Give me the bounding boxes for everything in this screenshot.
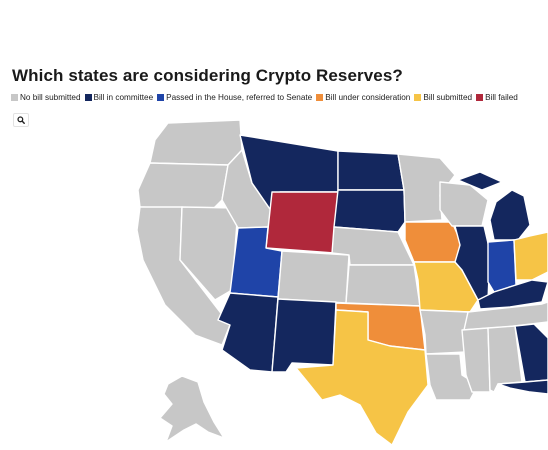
- legend: No bill submitted Bill in committee Pass…: [11, 93, 522, 102]
- state-indiana[interactable]: [487, 239, 517, 293]
- state-michigan[interactable]: [457, 171, 531, 241]
- state-south-dakota[interactable]: [333, 189, 406, 233]
- legend-swatch: [11, 94, 18, 101]
- state-florida[interactable]: [497, 379, 548, 395]
- legend-label: Passed in the House, referred to Senate: [166, 93, 313, 102]
- state-kansas[interactable]: [345, 264, 421, 307]
- state-mississippi[interactable]: [461, 327, 491, 393]
- legend-label: Bill in committee: [93, 93, 154, 102]
- state-texas[interactable]: [295, 309, 429, 446]
- legend-item-failed: Bill failed: [476, 93, 518, 102]
- state-kentucky[interactable]: [477, 279, 548, 310]
- state-alaska[interactable]: [159, 375, 225, 443]
- legend-label: Bill failed: [485, 93, 518, 102]
- legend-item-no-bill: No bill submitted: [11, 93, 81, 102]
- state-new-mexico[interactable]: [271, 298, 337, 373]
- legend-swatch: [316, 94, 324, 101]
- legend-item-committee: Bill in committee: [84, 93, 154, 102]
- state-georgia[interactable]: [514, 323, 548, 383]
- state-iowa[interactable]: [404, 221, 463, 263]
- state-colorado[interactable]: [277, 250, 350, 304]
- state-ohio[interactable]: [513, 231, 548, 281]
- legend-item-submitted: Bill submitted: [414, 93, 472, 102]
- legend-label: Bill submitted: [423, 93, 473, 102]
- state-arkansas[interactable]: [419, 309, 469, 355]
- legend-swatch: [157, 94, 165, 101]
- state-wyoming[interactable]: [265, 191, 339, 254]
- state-oregon[interactable]: [137, 162, 229, 211]
- legend-label: Bill under consideration: [325, 93, 411, 102]
- state-washington[interactable]: [149, 119, 243, 166]
- state-arizona[interactable]: [217, 292, 279, 373]
- zoom-button[interactable]: [13, 113, 29, 127]
- state-north-dakota[interactable]: [337, 150, 405, 191]
- legend-swatch: [84, 94, 92, 101]
- legend-label: No bill submitted: [20, 93, 81, 102]
- page-title: Which states are considering Crypto Rese…: [12, 66, 403, 85]
- legend-item-passed-house: Passed in the House, referred to Senate: [157, 93, 312, 102]
- legend-swatch: [414, 94, 422, 101]
- magnifier-icon: [17, 116, 25, 124]
- legend-swatch: [476, 94, 484, 101]
- legend-item-under-consideration: Bill under consideration: [316, 93, 410, 102]
